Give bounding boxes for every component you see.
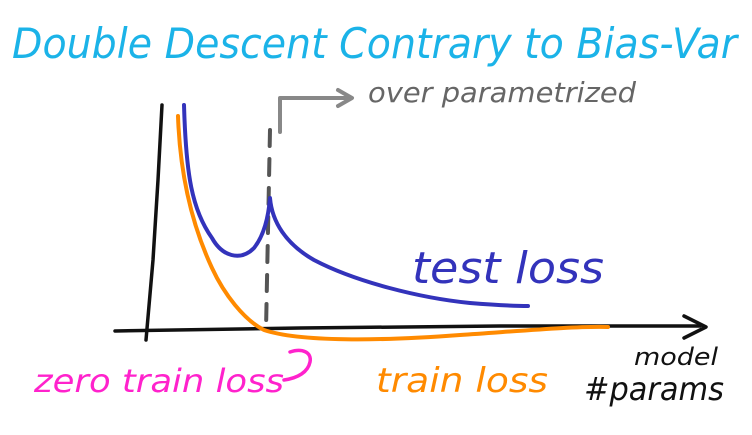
zero-train-loss-pointer-icon bbox=[282, 348, 312, 382]
train-loss-label: train loss bbox=[376, 361, 548, 401]
train-loss-curve bbox=[176, 114, 610, 342]
arrow-head-icon bbox=[336, 88, 354, 108]
y-axis bbox=[144, 103, 164, 342]
x-axis-arrow-icon bbox=[682, 314, 708, 340]
title: Double Descent Contrary to Bias-Var bbox=[12, 19, 740, 68]
x-axis-label-model: model bbox=[634, 343, 718, 371]
x-axis bbox=[113, 324, 702, 333]
x-axis-label-params: #params bbox=[584, 370, 724, 408]
test-loss-label: test loss bbox=[412, 243, 604, 294]
over-parametrized-arrow bbox=[278, 96, 352, 134]
zero-train-loss-label: zero train loss bbox=[33, 362, 284, 400]
interpolation-threshold-line bbox=[264, 128, 272, 332]
test-loss-curve bbox=[182, 103, 530, 308]
over-parametrized-label: over parametrized bbox=[368, 76, 636, 109]
